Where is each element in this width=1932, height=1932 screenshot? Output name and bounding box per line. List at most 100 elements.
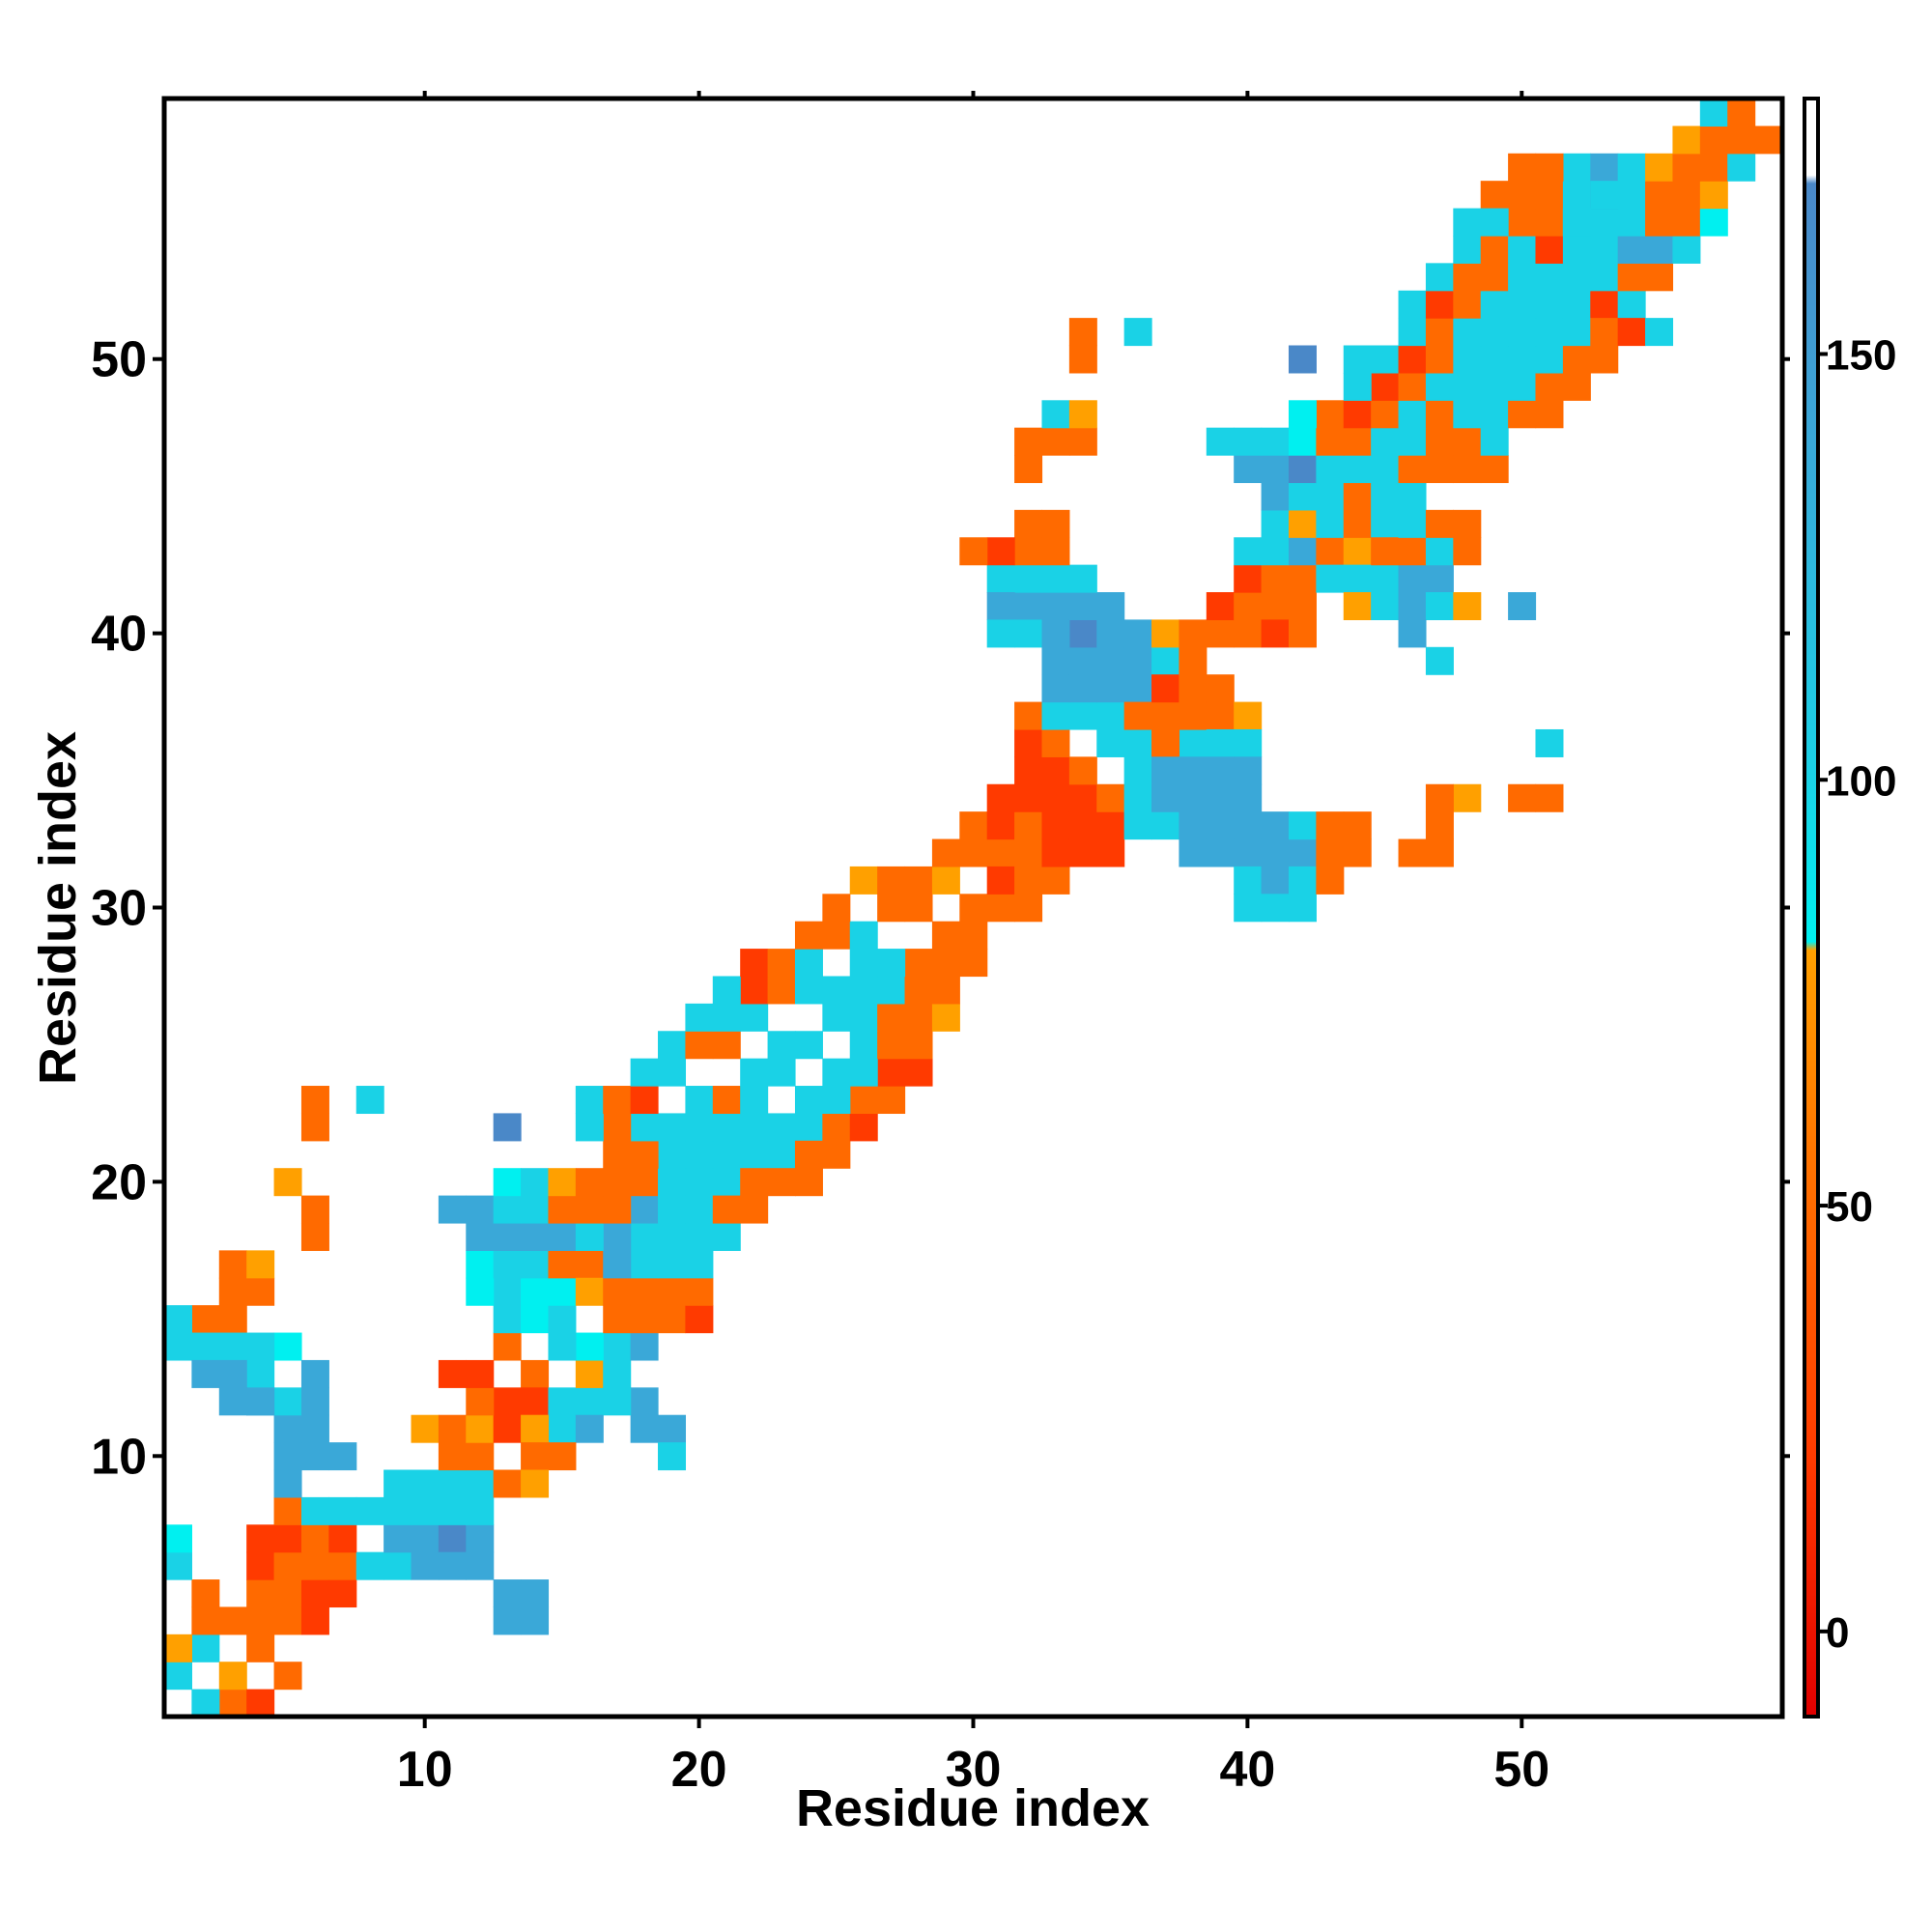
heatmap-cell [548,1277,577,1306]
heatmap-cell [1562,290,1591,319]
heatmap-cell [548,1442,577,1471]
heatmap-cell [493,1332,522,1361]
heatmap-cell [1562,318,1591,347]
heatmap-cell [1590,318,1619,347]
heatmap-cell [1480,290,1509,319]
heatmap-cell [1343,592,1372,621]
heatmap-cell [1041,646,1070,675]
heatmap-cell [986,783,1015,812]
heatmap-cell [712,1003,741,1032]
heatmap-cell [1316,866,1345,895]
heatmap-cell [1096,728,1125,757]
heatmap-cell [1371,537,1400,566]
heatmap-cell [1535,263,1564,292]
heatmap-cell [630,1414,659,1443]
heatmap-cell [1206,728,1235,757]
heatmap-cell [1041,783,1070,812]
heatmap-cell [1590,290,1619,319]
heatmap-cell [521,1469,550,1498]
heatmap-cell [1041,866,1070,895]
heatmap-cell [794,1140,823,1169]
heatmap-cell [466,1387,495,1416]
heatmap-cell [658,1168,687,1197]
heatmap-cell [959,838,988,867]
heatmap-cell [1453,537,1482,566]
heatmap-cell [1014,509,1043,538]
heatmap-cell [849,1031,878,1060]
heatmap-cell [767,1140,796,1169]
heatmap-cell [438,1551,467,1580]
heatmap-cell [493,1387,522,1416]
x-tick-label: 20 [671,1742,727,1798]
heatmap-cell [164,1332,192,1361]
heatmap-cell [218,1332,247,1361]
heatmap-cell [1535,235,1564,264]
heatmap-cell [1014,866,1043,895]
heatmap-cell [986,866,1015,895]
heatmap-cell [1425,509,1454,538]
heatmap-cell [603,1277,632,1306]
heatmap-cell [1288,866,1317,895]
heatmap-cell [1234,894,1263,923]
heatmap-cell [191,1305,220,1334]
heatmap-cell [1068,811,1097,840]
heatmap-cell [658,1250,687,1279]
heatmap-cell [1179,674,1208,703]
heatmap-cell [1068,318,1097,347]
heatmap-cell [1068,756,1097,785]
heatmap-cell [1014,783,1043,812]
heatmap-cell [1014,592,1043,621]
heatmap-cell [300,1496,329,1525]
heatmap-cell [630,1140,659,1169]
heatmap-cell [1041,811,1070,840]
heatmap-cell [438,1442,467,1471]
heatmap-cell [1425,783,1454,812]
heatmap-cell [1754,126,1783,155]
heatmap-cell [466,1469,495,1498]
heatmap-cell [191,1579,220,1608]
heatmap-cell [1480,345,1509,374]
heatmap-cell [1508,592,1537,621]
heatmap-cell [1179,619,1208,648]
heatmap-cell [1234,783,1263,812]
heatmap-cell [300,1387,329,1416]
heatmap-cell [658,1414,687,1443]
heatmap-cell [1480,208,1509,237]
heatmap-cell [575,1414,604,1443]
heatmap-cell [1453,372,1482,401]
heatmap-cell [1562,235,1591,264]
heatmap-cell [1398,838,1427,867]
heatmap-cell [1699,153,1728,182]
heatmap-cell [1123,783,1152,812]
heatmap-cell [438,1414,467,1443]
heatmap-cell [849,921,878,950]
heatmap-cell [1480,263,1509,292]
heatmap-cell [548,1250,577,1279]
heatmap-cell [1206,811,1235,840]
heatmap-cell [273,1579,302,1608]
heatmap-cell [603,1086,632,1115]
x-tick-label: 40 [1219,1742,1275,1798]
heatmap-cell [1453,263,1482,292]
heatmap-cell [685,1195,714,1224]
heatmap-cell [1014,811,1043,840]
heatmap-cell [411,1551,440,1580]
heatmap-cell [1617,208,1646,237]
heatmap-cell [767,1113,796,1142]
heatmap-cell [411,1414,440,1443]
heatmap-cell [521,1414,550,1443]
heatmap-cell [712,976,741,1005]
heatmap-cell [1535,400,1564,429]
heatmap-cell [658,1140,687,1169]
heatmap-cell [740,1168,769,1197]
heatmap-cell [300,1195,329,1224]
heatmap-cell [1179,811,1208,840]
heatmap-cell [273,1469,302,1498]
heatmap-cell [548,1222,577,1251]
heatmap-cell [1398,318,1427,347]
heatmap-cell [712,1086,741,1115]
heatmap-cell [466,1496,495,1525]
heatmap-cell [1508,400,1537,429]
heatmap-cell [767,976,796,1005]
colorbar-tick-label: 100 [1826,757,1896,805]
